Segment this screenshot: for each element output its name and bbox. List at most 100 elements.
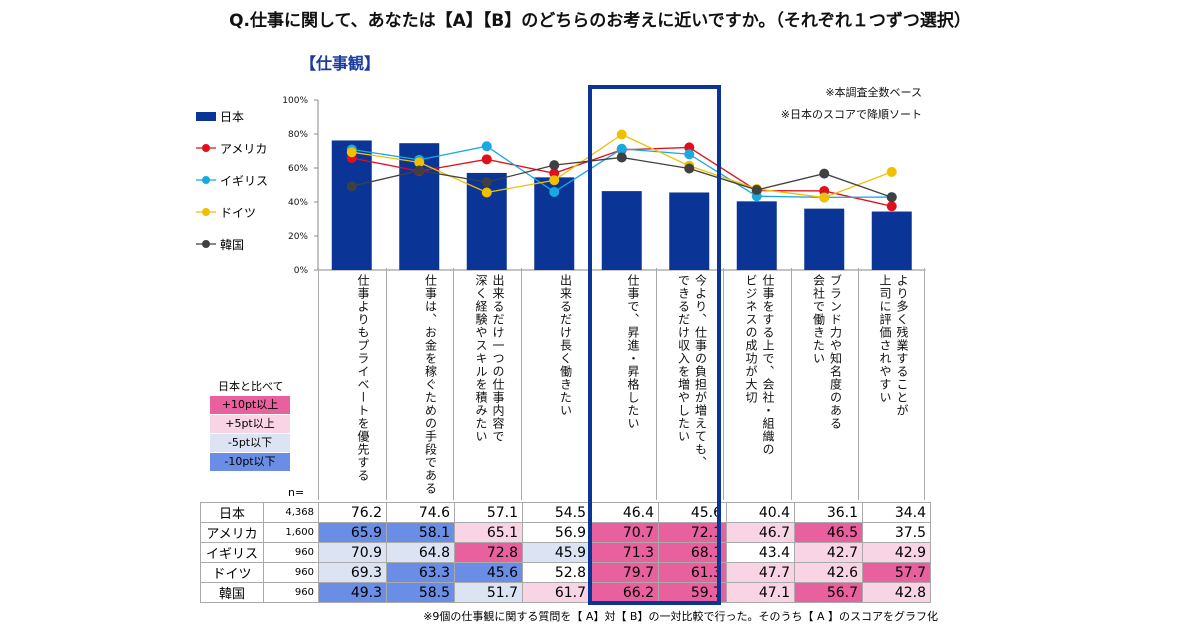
point-韓国 [616, 152, 627, 163]
bar-japan [804, 208, 845, 270]
table-cell-v: 42.7 [794, 542, 863, 563]
table-cell-v: 57.7 [862, 562, 931, 583]
table-cell-v: 59.7 [658, 582, 727, 603]
category-column: 仕事で、昇進・昇格したい [588, 268, 655, 500]
category-column: ブランド力や知名度のある 会社で働きたい [790, 268, 858, 500]
table-cell-v: 66.2 [590, 582, 659, 603]
category-label: 出来るだけ長く働きたい [558, 274, 573, 417]
table-cell-v: 72.1 [658, 522, 727, 543]
point-イギリス [616, 143, 627, 154]
legend-marker [196, 206, 216, 220]
note-sort: ※日本のスコアで降順ソート [780, 108, 922, 121]
category-label: 仕事よりもプライベートを優先する [356, 274, 370, 482]
table-cell-v: 49.3 [318, 582, 387, 603]
table-cell-v: 46.4 [590, 502, 659, 523]
table-cell-v: 58.1 [386, 522, 455, 543]
category-column: より多く残業することが 上司に評価されやすい [858, 268, 925, 500]
legend-label: 韓国 [220, 238, 245, 252]
table-cell-n: 960 [263, 542, 319, 563]
y-tick-label: 60% [288, 164, 308, 174]
point-ドイツ [819, 192, 830, 203]
table-cell-v: 57.1 [454, 502, 523, 523]
table-cell-n: 960 [263, 562, 319, 583]
y-tick-label: 80% [288, 130, 308, 140]
table-cell-v: 63.3 [386, 562, 455, 583]
table-cell-v: 58.5 [386, 582, 455, 603]
point-ドイツ [346, 147, 357, 158]
point-韓国 [684, 163, 695, 174]
table-cell-v: 71.3 [590, 542, 659, 563]
legend-marker [196, 112, 216, 121]
table-cell-v: 70.7 [590, 522, 659, 543]
y-tick-label: 20% [288, 232, 308, 242]
bar-japan [871, 211, 912, 270]
table-cell-v: 72.8 [454, 542, 523, 563]
table-cell-v: 52.8 [522, 562, 591, 583]
category-column: 仕事は、お金を稼ぐための手段である [385, 268, 453, 500]
point-韓国 [751, 184, 762, 195]
table-cell-v: 46.7 [726, 522, 795, 543]
legend-item: イギリス [196, 172, 268, 189]
legend-marker [196, 174, 216, 188]
category-column: 仕事をする上で、会社・組織の ビジネスの成功が大切 [723, 268, 790, 500]
table-cell-v: 37.5 [862, 522, 931, 543]
table-row: イギリス 960 70.9 64.8 72.8 45.9 71.3 68.1 43.4 42.7 4… [200, 542, 931, 563]
n-label: n= [288, 486, 305, 499]
legend-label: イギリス [220, 174, 269, 188]
point-ドイツ [549, 175, 560, 186]
point-韓国 [414, 165, 425, 176]
y-tick-label: 100% [282, 96, 308, 106]
table-cell-country: 韓国 [200, 582, 264, 603]
table-cell-v: 56.9 [522, 522, 591, 543]
category-label: 仕事は、お金を稼ぐための手段である [423, 274, 438, 495]
category-label: 今より、仕事の負担が増えても、 できるだけ収入を増やしたい [676, 274, 708, 469]
legend-item: アメリカ [196, 140, 267, 157]
table-cell-v: 47.1 [726, 582, 795, 603]
table-row: 日本 4,368 76.2 74.6 57.1 54.5 46.4 45.6 40.4 36.1 3… [200, 502, 931, 523]
category-label: より多く残業することが 上司に評価されやすい [878, 274, 909, 417]
category-column: 今より、仕事の負担が増えても、 できるだけ収入を増やしたい [655, 268, 723, 500]
legend-label: アメリカ [220, 142, 268, 156]
table-cell-v: 40.4 [726, 502, 795, 523]
table-cell-country: ドイツ [200, 562, 264, 583]
legend-marker [196, 238, 216, 252]
comparison-legend-item: +5pt以上 [210, 415, 290, 433]
point-韓国 [481, 177, 492, 188]
footnote: ※9個の仕事観に関する質問を【 A】対【 B】の一対比較で行った。そのうち【 A… [423, 610, 938, 623]
table-cell-country: イギリス [200, 542, 264, 563]
legend-item: ドイツ [196, 204, 256, 221]
bar-japan [736, 201, 777, 270]
note-base: ※本調査全数ベース [825, 86, 922, 99]
point-ドイツ [616, 129, 627, 140]
point-ドイツ [414, 157, 425, 168]
table-cell-v: 68.1 [658, 542, 727, 563]
y-tick-label: 40% [288, 198, 308, 208]
chart-title: Q.仕事に関して、あなたは【A】【B】のどちらのお考えに近いですか。（それぞれ１… [229, 11, 971, 31]
point-韓国 [346, 181, 357, 192]
point-アメリカ [549, 168, 560, 179]
table-row: 韓国 960 49.3 58.5 51.7 61.7 66.2 59.7 47.1 56.7 42.… [200, 582, 931, 603]
category-label: 出来るだけ一つの仕事内容で 深く経験やスキルを積みたい [474, 274, 505, 443]
y-tick-label: 0% [294, 266, 309, 276]
comparison-legend-item: -10pt以下 [210, 453, 290, 471]
point-イギリス [481, 141, 492, 152]
table-row: アメリカ 1,600 65.9 58.1 65.1 56.9 70.7 72.1 46.7 46.… [200, 522, 931, 543]
table-cell-v: 47.7 [726, 562, 795, 583]
data-table: 日本 4,368 76.2 74.6 57.1 54.5 46.4 45.6 40.4 36.1 3… [200, 502, 931, 603]
table-cell-v: 79.7 [590, 562, 659, 583]
category-label: 仕事をする上で、会社・組織の ビジネスの成功が大切 [744, 274, 775, 456]
comparison-legend-title: 日本と比べて [218, 380, 284, 393]
table-cell-n: 4,368 [263, 502, 319, 523]
table-cell-v: 56.7 [794, 582, 863, 603]
table-cell-v: 42.8 [862, 582, 931, 603]
point-イギリス [549, 186, 560, 197]
point-韓国 [549, 160, 560, 171]
table-cell-v: 36.1 [794, 502, 863, 523]
point-アメリカ [481, 154, 492, 165]
point-韓国 [886, 192, 897, 203]
table-cell-v: 45.9 [522, 542, 591, 563]
table-cell-v: 43.4 [726, 542, 795, 563]
legend-item: 日本 [196, 108, 244, 125]
